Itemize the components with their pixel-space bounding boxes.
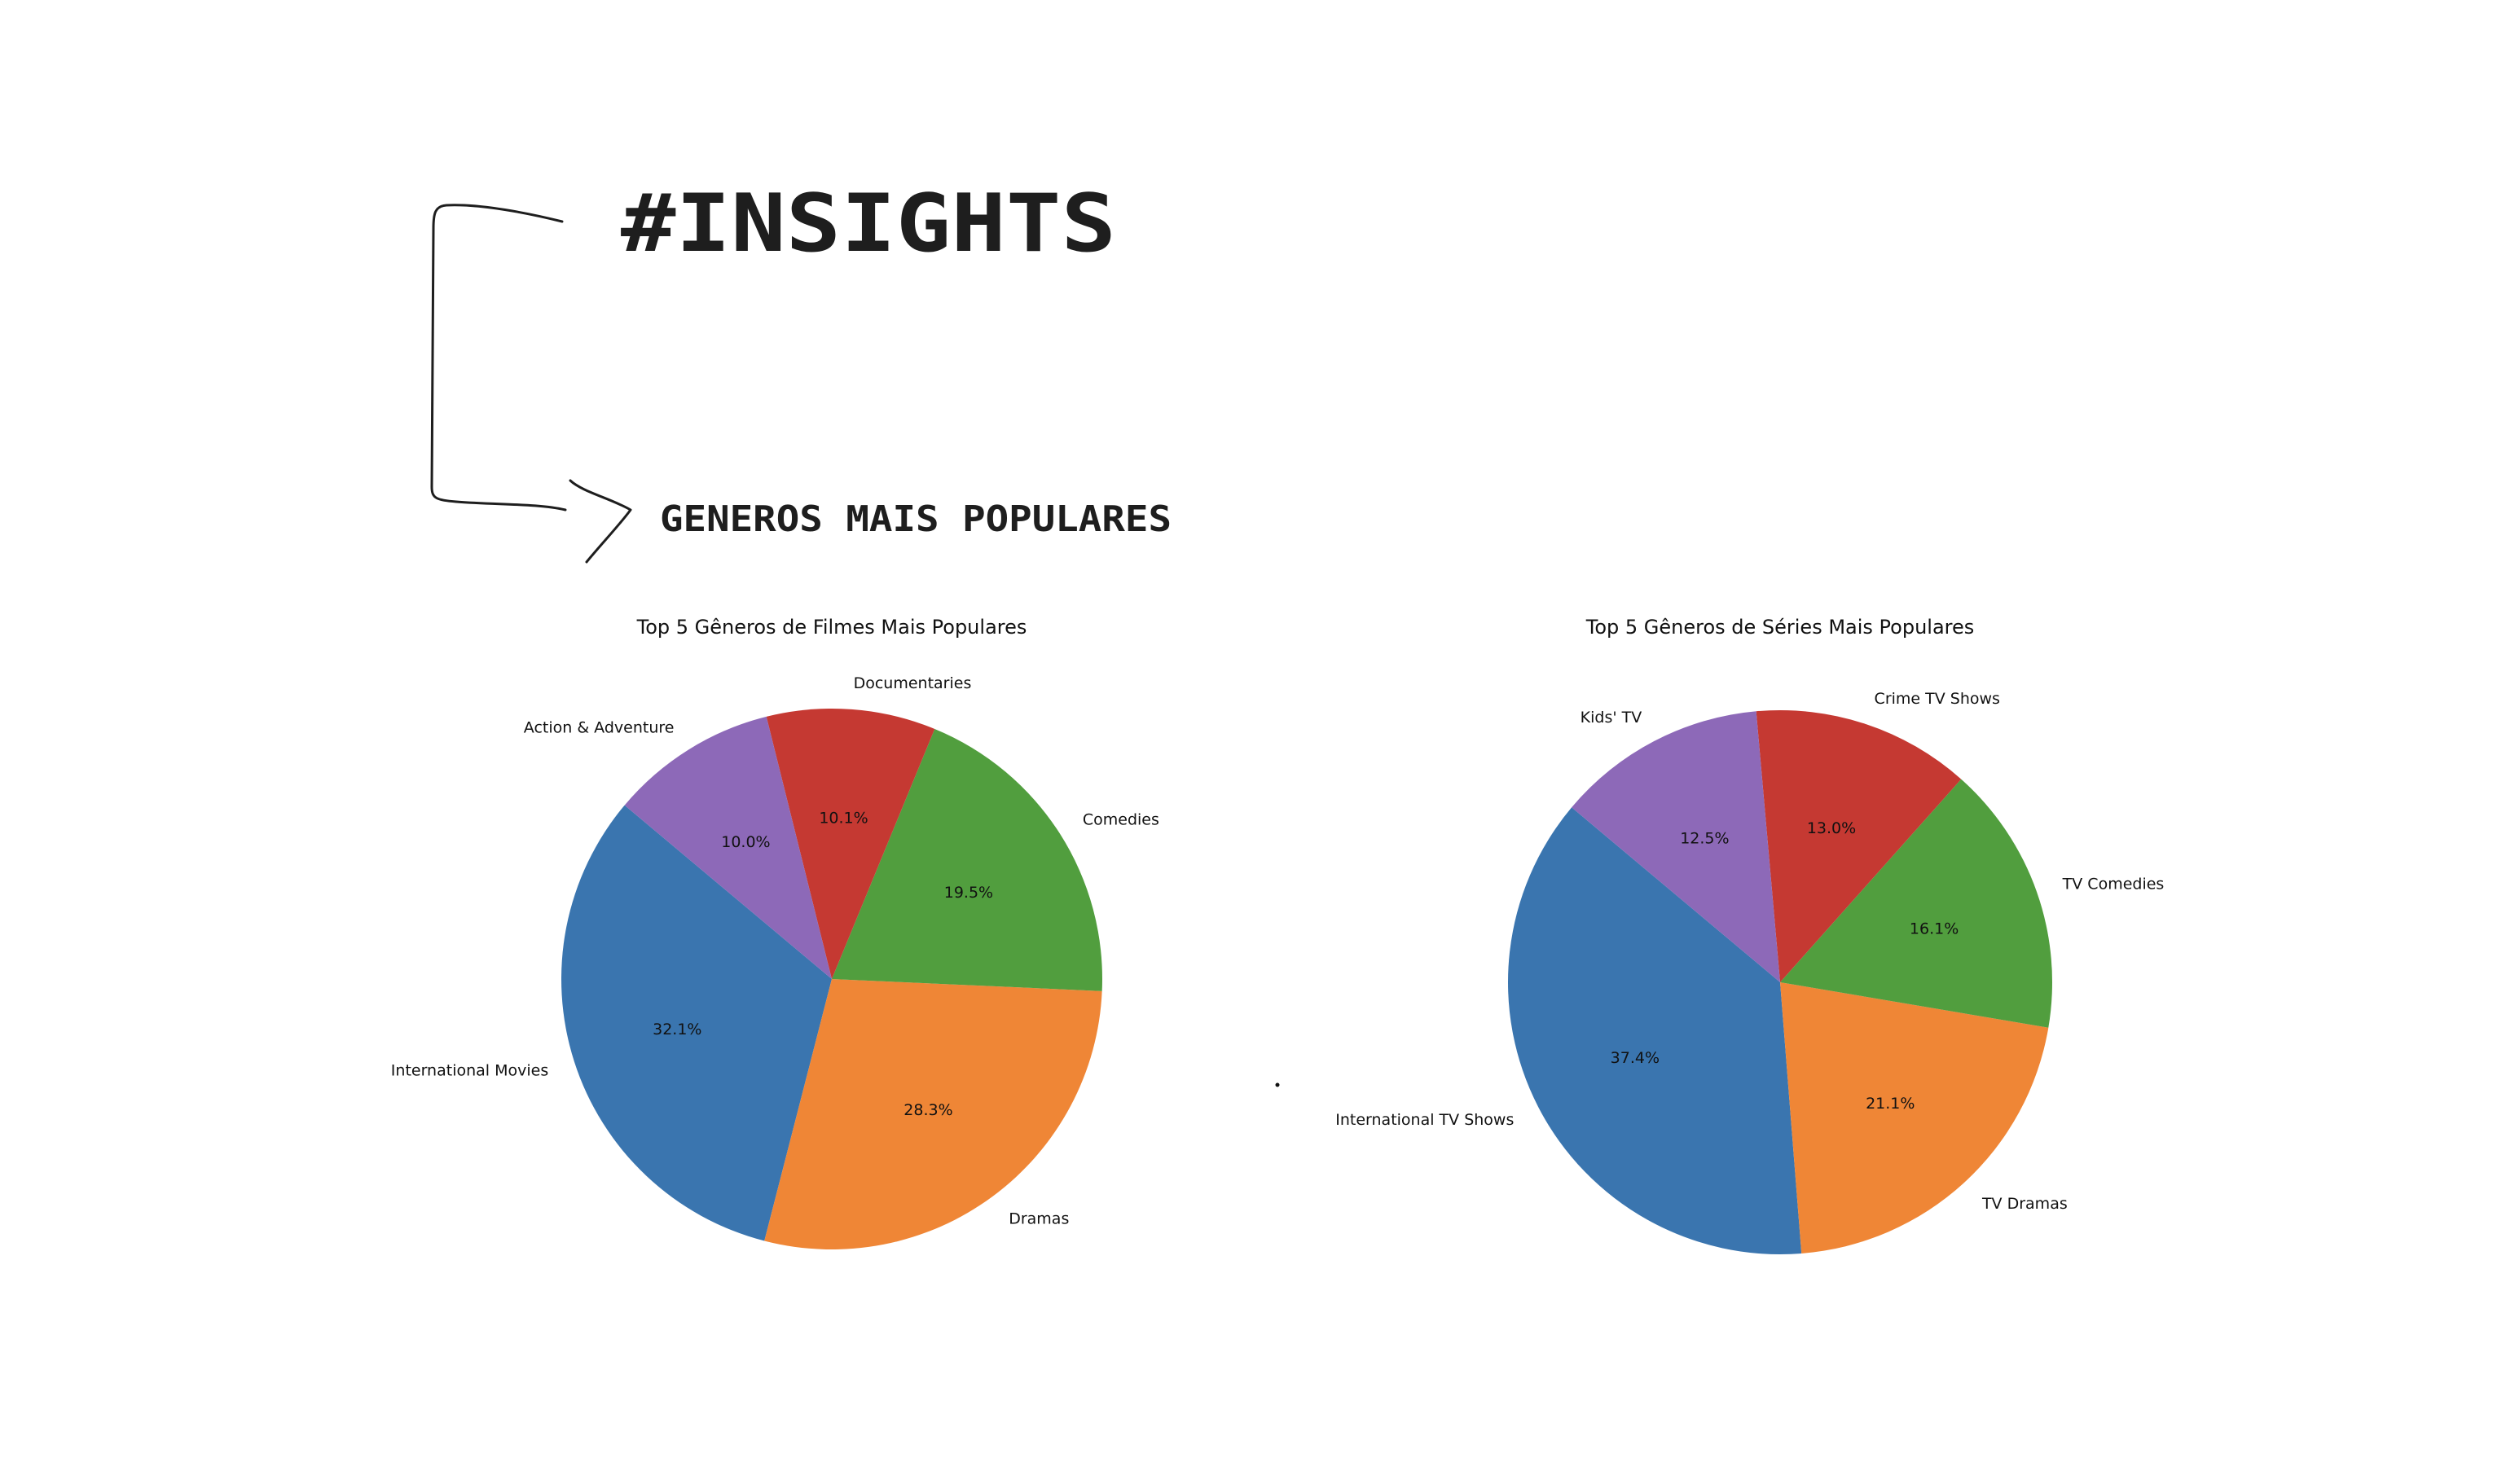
chart-movies: Top 5 Gêneros de Filmes Mais Populares I… [391, 616, 1159, 1249]
pie-label-international-tv-shows: International TV Shows [1335, 1111, 1514, 1129]
pie-value-label-international-movies: 32.1% [653, 1021, 701, 1038]
pie-value-label-action-adventure: 10.0% [721, 833, 770, 851]
hand-drawn-arrow-icon [569, 479, 632, 564]
pie-value-label-dramas: 28.3% [903, 1101, 952, 1119]
pie-value-label-tv-comedies: 16.1% [1910, 920, 1959, 938]
hand-drawn-bracket [430, 204, 567, 511]
pie-label-crime-tv-shows: Crime TV Shows [1875, 690, 2000, 708]
pie-slice-action-adventure [624, 716, 832, 979]
pie-slice-kids-tv [1572, 711, 1780, 982]
pie-label-dramas: Dramas [1009, 1210, 1069, 1228]
pie-label-action-adventure: Action & Adventure [524, 718, 675, 736]
pie-value-label-international-tv-shows: 37.4% [1611, 1049, 1660, 1067]
pie-value-label-comedies: 19.5% [944, 884, 993, 902]
pie-label-international-movies: International Movies [391, 1062, 548, 1080]
insights-heading: #INSIGHTS [621, 178, 1116, 270]
pie-label-tv-comedies: TV Comedies [2062, 875, 2165, 893]
pie-value-label-crime-tv-shows: 13.0% [1807, 819, 1856, 837]
pie-label-documentaries: Documentaries [854, 674, 972, 692]
chart-series-title: Top 5 Gêneros de Séries Mais Populares [1585, 616, 1975, 639]
pie-value-label-kids-tv: 12.5% [1680, 829, 1729, 847]
pie-slice-documentaries [766, 709, 935, 979]
pie-slice-tv-comedies [1780, 779, 2052, 1028]
pie-slice-tv-dramas [1780, 982, 2049, 1253]
stray-dot [1275, 1082, 1280, 1087]
chart-series: Top 5 Gêneros de Séries Mais Populares I… [1335, 616, 2164, 1254]
chart-movies-title: Top 5 Gêneros de Filmes Mais Populares [636, 616, 1027, 639]
pie-value-label-tv-dramas: 21.1% [1866, 1095, 1915, 1113]
pie-value-label-documentaries: 10.1% [819, 809, 868, 827]
pie-label-comedies: Comedies [1083, 811, 1159, 829]
pie-slice-dramas [764, 979, 1102, 1249]
pie-label-tv-dramas: TV Dramas [1981, 1195, 2068, 1213]
pie-slice-crime-tv-shows [1756, 710, 1962, 982]
insights-subheading: GENEROS MAIS POPULARES [660, 498, 1172, 540]
pie-slice-comedies [832, 728, 1102, 991]
pie-label-kids-tv: Kids' TV [1581, 709, 1642, 727]
pie-slice-international-tv-shows [1508, 807, 1802, 1254]
pie-slice-international-movies [561, 805, 832, 1241]
